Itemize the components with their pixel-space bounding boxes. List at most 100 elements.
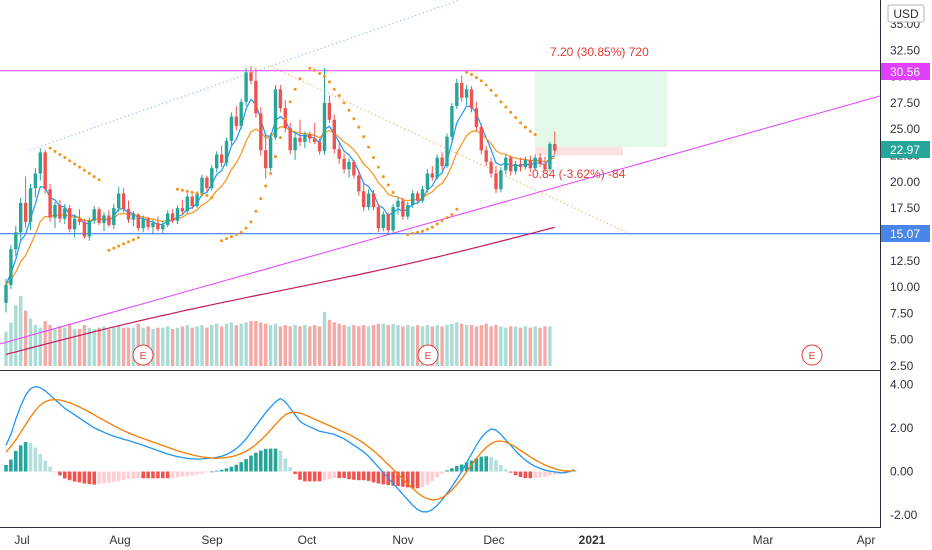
sar-dot <box>352 117 356 121</box>
candle-body <box>489 161 493 174</box>
volume-bar <box>317 326 322 366</box>
macd-histogram-bar <box>474 458 479 472</box>
candle-body <box>298 137 302 142</box>
macd-histogram-bar <box>151 471 155 479</box>
volume-bar <box>4 331 8 366</box>
macd-tick-label: -2.00 <box>890 508 918 522</box>
macd-histogram-bar <box>263 448 268 472</box>
volume-bar <box>445 325 449 366</box>
volume-bar <box>68 323 72 366</box>
sar-dot <box>136 236 140 240</box>
earnings-marker[interactable]: E <box>132 344 154 366</box>
support-badge: 15.07 <box>881 225 930 242</box>
macd-histogram-bar <box>508 471 513 473</box>
macd-histogram-bar <box>332 471 337 479</box>
volume-bar <box>298 326 302 366</box>
sar-dot <box>337 94 341 98</box>
candle-body <box>38 152 42 174</box>
macd-histogram-bar <box>156 471 160 479</box>
candle-body <box>229 116 234 141</box>
macd-histogram-bar <box>67 471 72 481</box>
volume-bar <box>460 323 464 366</box>
sar-dot <box>239 230 243 234</box>
macd-tick-label: 4.00 <box>890 377 914 391</box>
candle-body <box>455 82 459 107</box>
candle-body <box>450 106 454 137</box>
sar-dot <box>58 152 62 156</box>
candle-body <box>494 173 498 190</box>
volume-bar <box>117 325 121 366</box>
sar-dot <box>376 165 380 169</box>
volume-bar <box>504 327 508 366</box>
macd-tick-label: 2.00 <box>890 421 914 435</box>
candle-body <box>308 134 312 139</box>
macd-histogram-bar <box>48 466 52 472</box>
macd-histogram-bar <box>161 471 165 479</box>
currency-badge[interactable] <box>887 4 925 23</box>
sar-dot <box>435 222 439 226</box>
macd-histogram-bar <box>244 459 248 472</box>
sar-dot <box>195 191 199 195</box>
volume-bar <box>357 326 361 366</box>
sar-dot <box>48 146 52 150</box>
macd-histogram-bar <box>327 471 332 480</box>
volume-bar <box>308 326 312 366</box>
sar-dot <box>308 66 312 70</box>
volume-bar <box>337 323 341 366</box>
volume-bar <box>415 325 420 366</box>
time-axis[interactable]: Jul Aug Sep Oct Nov Dec 2021 Mar Apr <box>14 533 875 547</box>
macd-histogram-bar <box>43 460 47 472</box>
volume-bar <box>273 323 278 366</box>
earnings-markers[interactable]: E E E <box>132 344 823 366</box>
time-tick-label: Nov <box>392 533 413 547</box>
sar-dot <box>78 165 81 169</box>
volume-bar <box>411 326 415 366</box>
loss-zone <box>535 147 623 156</box>
macd-histogram-bar <box>77 471 82 483</box>
earnings-marker[interactable]: E <box>417 344 439 366</box>
candle-body <box>63 208 67 219</box>
volume-bar <box>401 326 405 366</box>
candle-body <box>317 141 322 152</box>
volume-bar <box>455 322 459 366</box>
macd-histogram-bar <box>347 471 351 480</box>
volume-bar <box>210 325 214 366</box>
macd-histogram-bar <box>342 471 346 479</box>
candle-body <box>366 193 371 208</box>
volume-bar <box>126 327 131 366</box>
volume-bar <box>347 326 351 366</box>
volume-bar <box>107 329 111 366</box>
sar-dot <box>97 178 101 182</box>
earnings-marker[interactable]: E <box>801 344 823 366</box>
volume-bar <box>33 325 38 366</box>
volume-bar <box>264 323 268 366</box>
volume-bar <box>180 326 185 366</box>
candle-body <box>87 220 91 237</box>
price-tick-label: 10.00 <box>890 280 920 294</box>
volume-bar <box>53 329 57 366</box>
sar-dot <box>440 219 444 223</box>
candle-body <box>107 215 111 225</box>
sar-dot <box>288 100 292 104</box>
volume-bar <box>391 323 395 366</box>
range-tool[interactable] <box>535 71 667 156</box>
macd-histogram-bar <box>494 460 498 472</box>
sar-dot <box>528 129 532 133</box>
volume-bar <box>175 327 180 366</box>
macd-axis[interactable]: 4.00 2.00 0.00 -2.00 <box>890 377 918 522</box>
macd-histogram-bar <box>504 469 508 472</box>
candle-body <box>146 218 150 228</box>
time-tick-label: Oct <box>298 533 317 547</box>
volume-bar <box>548 326 552 366</box>
macd-histogram-bar <box>116 471 121 481</box>
candle-body <box>543 163 547 170</box>
profit-zone <box>535 71 667 148</box>
macd-histogram-bar <box>548 471 552 476</box>
candle-body <box>425 173 430 190</box>
resistance-value: 30.56 <box>890 65 920 79</box>
candle-body <box>141 218 145 229</box>
macd-histogram-bar <box>273 448 278 472</box>
volume-bar <box>43 321 47 366</box>
macd-histogram-bar <box>205 471 209 473</box>
